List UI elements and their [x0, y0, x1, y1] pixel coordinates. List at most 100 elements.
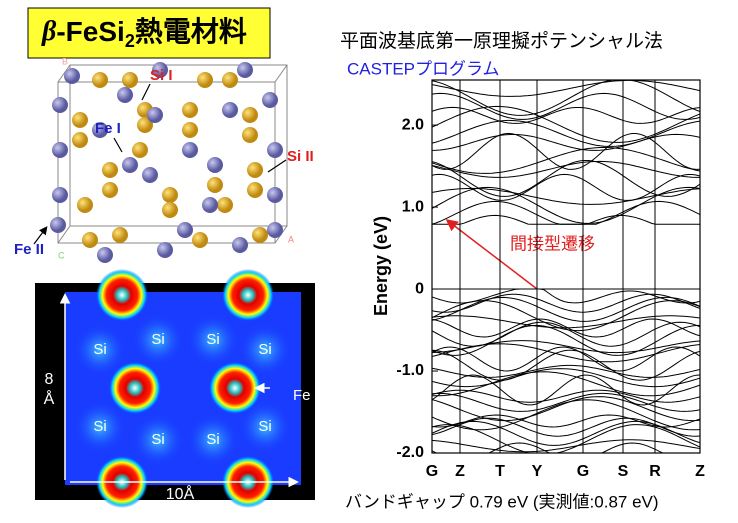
- si-atom: [242, 107, 258, 123]
- band: [432, 105, 700, 143]
- si-atom: [102, 182, 118, 198]
- program: CASTEPプログラム: [347, 59, 500, 78]
- si-atom: [192, 232, 208, 248]
- si-atom: [72, 112, 88, 128]
- label: 8: [45, 371, 54, 388]
- band: [432, 396, 700, 422]
- si-atom: [197, 72, 213, 88]
- label: Si: [206, 331, 219, 348]
- axis-label: B: [62, 56, 68, 66]
- si-atom: [92, 72, 108, 88]
- fe-atom: [97, 247, 113, 263]
- arrow: [445, 219, 538, 290]
- fe-atom: [122, 157, 138, 173]
- fe-atom: [177, 222, 193, 238]
- band: [432, 132, 700, 170]
- fe-atom: [157, 242, 173, 258]
- y-tick-label: -1.0: [396, 362, 424, 379]
- si-atom: [132, 142, 148, 158]
- fe-atom: [52, 142, 68, 158]
- title: β-FeSi2熱電材料: [41, 16, 247, 50]
- label: 10Å: [166, 484, 195, 503]
- band: [432, 92, 700, 120]
- si-atom: [242, 127, 258, 143]
- label: Fe: [293, 387, 311, 404]
- axis-label: A: [288, 234, 294, 244]
- y-axis-title: Energy (eV): [371, 216, 391, 316]
- si-atom: [247, 182, 263, 198]
- fe-atom: [50, 217, 66, 233]
- fe-atom: [147, 107, 163, 123]
- fe-atom: [182, 142, 198, 158]
- fe-atom: [202, 197, 218, 213]
- band: [432, 146, 700, 174]
- fe-ring: [209, 362, 261, 414]
- si-atom: [252, 227, 268, 243]
- fe-atom: [152, 62, 168, 78]
- fe-atom: [267, 187, 283, 203]
- band: [432, 133, 700, 151]
- x-tick-label: Z: [695, 463, 705, 480]
- si-atom: [247, 162, 263, 178]
- fe-atom: [92, 122, 108, 138]
- caption: バンドギャップ 0.79 eV (実測値:0.87 eV): [345, 492, 659, 511]
- si-atom: [222, 72, 238, 88]
- si-atom: [217, 197, 233, 213]
- annotation: 間接型遷移: [510, 234, 595, 253]
- fe-ring: [109, 362, 161, 414]
- y-tick-label: 2.0: [402, 116, 424, 133]
- si-atom: [72, 132, 88, 148]
- si-atom: [162, 187, 178, 203]
- title-box: [27, 7, 271, 59]
- si-atom: [137, 117, 153, 133]
- si-atom: [122, 72, 138, 88]
- band: [432, 186, 700, 224]
- label: Å: [44, 389, 55, 408]
- y-tick-label: -2.0: [396, 444, 424, 461]
- fe-atom: [117, 87, 133, 103]
- fe-atom: [222, 102, 238, 118]
- plot-frame: [431, 79, 701, 454]
- si-atom: [182, 122, 198, 138]
- label: Si: [206, 431, 219, 448]
- si-atom: [112, 227, 128, 243]
- band: [432, 315, 700, 329]
- band: [432, 160, 700, 197]
- si-atom: [162, 202, 178, 218]
- x-tick-label: G: [577, 463, 589, 480]
- dimension: [65, 296, 296, 482]
- fe-atom: [267, 222, 283, 238]
- y-tick-label: 1.0: [402, 198, 424, 215]
- band: [432, 80, 700, 97]
- fe-atom: [232, 237, 248, 253]
- si-atom: [77, 197, 93, 213]
- fe-ring: [222, 269, 274, 321]
- label: Si: [93, 341, 106, 358]
- x-tick-label: R: [649, 463, 661, 480]
- si-atom: [82, 232, 98, 248]
- si-atom: [182, 102, 198, 118]
- fe-atom: [52, 97, 68, 113]
- label: Si: [151, 331, 164, 348]
- band: [432, 187, 700, 205]
- x-tick-label: Z: [455, 463, 465, 480]
- band: [432, 424, 700, 453]
- label: Si: [151, 431, 164, 448]
- label: Si I: [150, 67, 173, 84]
- label: Si: [258, 341, 271, 358]
- crystal-image: [50, 62, 288, 263]
- band: [432, 200, 700, 225]
- fe-atom: [262, 92, 278, 108]
- label: Fe II: [14, 241, 44, 258]
- band: [432, 288, 700, 304]
- method: 平面波基底第一原理擬ポテンシャル法: [340, 30, 663, 52]
- band: [432, 173, 700, 201]
- fe-atom: [267, 142, 283, 158]
- si-atom: [207, 177, 223, 193]
- fe-atom: [142, 167, 158, 183]
- band: [432, 214, 700, 225]
- band: [432, 417, 700, 437]
- fe-atom: [237, 62, 253, 78]
- fe-atom: [64, 68, 80, 84]
